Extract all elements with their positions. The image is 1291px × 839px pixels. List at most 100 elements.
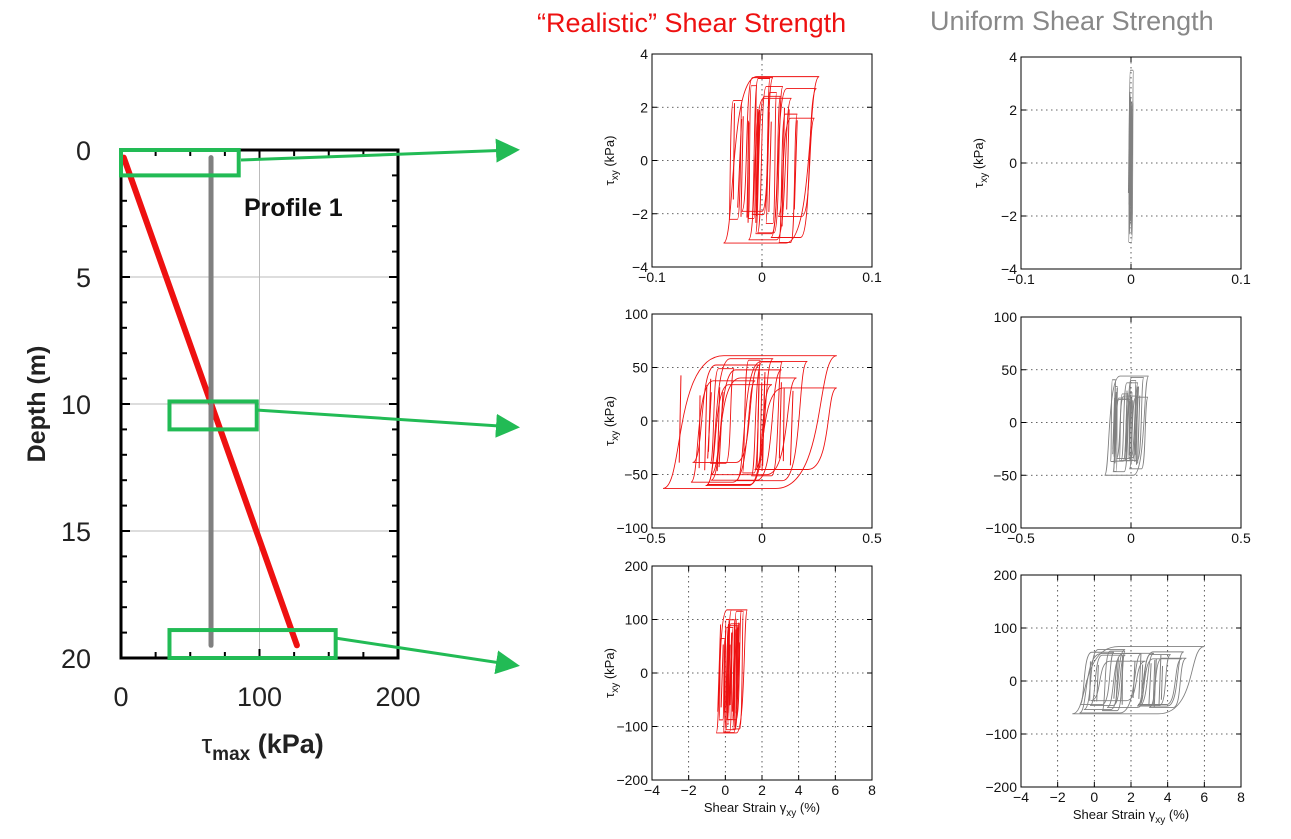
uniform-10m-loop-branch (1114, 388, 1118, 464)
profile-x-tick-label: 200 (375, 682, 420, 712)
realistic-10m-loop-branch (756, 372, 760, 468)
realistic-20m-x-tick-label: 0 (721, 782, 729, 798)
uniform-20m-y-tick-label: −200 (985, 779, 1017, 795)
profile-y-tick-label: 10 (61, 390, 91, 420)
uniform-20m-loop-branch (1158, 654, 1162, 706)
realistic-strength-title: “Realistic” Shear Strength (537, 8, 847, 38)
uniform-10m-panel: −0.5 0 0.5 −100 −50 0 50 100 (985, 309, 1250, 546)
uniform-20m-loop-branch (1138, 654, 1142, 699)
uniform-10m-loop-branch (1113, 391, 1117, 457)
realistic-20m-x-tick-label: −4 (644, 782, 660, 798)
uniform-20m-x-tick-label: 0 (1090, 789, 1098, 805)
uniform-10m-y-tick-label: 50 (1001, 362, 1017, 378)
realistic-10m-loop-branch (707, 378, 712, 452)
uniform-strength-title: Uniform Shear Strength (930, 6, 1214, 36)
realistic-20m-y-tick-label: 200 (625, 558, 649, 574)
profile-y-tick-label: 0 (76, 136, 91, 166)
tau-symbol: τ (202, 729, 213, 759)
profile-x-axis-label: τmax (kPa) (202, 729, 324, 765)
realistic-0m-y-tick-label: −4 (632, 259, 648, 275)
realistic-20m-y-axis-label: τxy (kPa) (602, 648, 621, 698)
uniform-0m-loops (1127, 69, 1134, 243)
realistic-0m-loop-branch (768, 121, 772, 212)
realistic-0m-hysteresis-loop (747, 85, 758, 220)
strain-label: Shear Strain γ (1073, 807, 1156, 822)
uniform-10m-loop-branch (1128, 398, 1132, 455)
uniform-0m-x-tick-label: 0 (1127, 271, 1135, 287)
profile-y-axis-label: Depth (m) (23, 346, 51, 463)
realistic-20m-x-tick-label: 2 (758, 782, 766, 798)
uniform-20m-hysteresis-loop (1079, 653, 1142, 714)
uniform-10m-x-tick-label: −0.5 (1007, 530, 1035, 546)
depth-profile-chart: 0 100 200 0 5 10 15 20 τmax (kPa) Depth (m) Profil… (23, 136, 421, 765)
uniform-10m-y-tick-label: −100 (985, 520, 1017, 536)
callout-arrow (334, 636, 520, 675)
uniform-0m-panel: −0.1 0 0.1 −4 −2 0 2 4 τxy (kPa) (971, 49, 1251, 287)
depth-callout-box (167, 399, 259, 432)
uniform-10m-hysteresis-loop (1104, 375, 1150, 476)
realistic-20m-x-tick-label: 4 (795, 782, 803, 798)
uniform-20m-loop-branch (1141, 664, 1144, 694)
uniform-10m-loop-branch (1137, 395, 1141, 464)
realistic-20m-loop-branch (723, 630, 727, 701)
realistic-20m-loop-branch (729, 632, 733, 706)
strain-unit: (%) (796, 800, 820, 815)
realistic-20m-x-axis-label: Shear Strain γxy (%) (704, 800, 820, 819)
uniform-20m-x-tick-label: 8 (1237, 789, 1245, 805)
realistic-0m-hysteresis-loop (778, 113, 798, 243)
realistic-0m-x-tick-label: 0 (758, 269, 766, 285)
uniform-0m-y-tick-label: 0 (1009, 155, 1017, 171)
realistic-0m-loop-branch (766, 112, 770, 197)
uniform-20m-y-tick-label: −100 (985, 726, 1017, 742)
uniform-20m-loops (1072, 646, 1205, 715)
realistic-0m-loop-branch (737, 119, 743, 208)
uniform-20m-loop-branch (1089, 661, 1091, 701)
realistic-10m-loop-branch (716, 387, 721, 472)
uniform-0m-y-tick-label: 4 (1009, 49, 1017, 65)
realistic-20m-hysteresis-loop (718, 637, 726, 721)
uniform-20m-x-axis-label: Shear Strain γxy (%) (1073, 807, 1189, 826)
realistic-10m-hysteresis-loop (710, 369, 782, 481)
realistic-10m-y-tick-label: 0 (640, 413, 648, 429)
uniform-20m-panel: −4 −2 0 2 4 6 8 −200 −100 0 100 200 Shear Strain γxy… (985, 567, 1245, 826)
tau-symbol: τ (602, 440, 617, 446)
uniform-20m-loop-branch (1096, 664, 1099, 702)
realistic-0m-loop-branch (732, 103, 736, 200)
realistic-0m-y-tick-label: 4 (640, 46, 648, 62)
realistic-10m-hysteresis-loop (754, 387, 838, 470)
uniform-20m-loop-branch (1132, 661, 1136, 698)
depth-callout-box (167, 628, 338, 660)
profile-y-tick-label: 20 (61, 644, 91, 674)
realistic-10m-loop-branch (761, 372, 766, 472)
realistic-0m-y-tick-label: 2 (640, 99, 648, 115)
uniform-20m-hysteresis-loop (1089, 654, 1126, 706)
uniform-20m-loop-branch (1148, 663, 1152, 706)
uniform-10m-y-tick-label: 0 (1009, 415, 1017, 431)
realistic-20m-loop-branch (736, 622, 740, 709)
gamma-subscript: xy (1155, 815, 1165, 826)
tau-unit: (kPa) (602, 396, 617, 431)
uniform-10m-loop-branch (1124, 392, 1128, 451)
tau-symbol: τ (602, 692, 617, 698)
uniform-10m-loops (1104, 375, 1150, 476)
realistic-10m-y-tick-label: −50 (624, 467, 648, 483)
realistic-0m-x-tick-label: 0.1 (862, 269, 882, 285)
realistic-0m-y-tick-label: −2 (632, 206, 648, 222)
uniform-0m-y-tick-label: −4 (1001, 261, 1017, 277)
realistic-0m-loops (723, 76, 820, 244)
realistic-0m-loop-branch (793, 120, 798, 210)
tau-symbol: τ (602, 179, 617, 185)
uniform-20m-loop-branch (1153, 658, 1157, 708)
uniform-10m-y-tick-label: −50 (993, 467, 1017, 483)
tau-unit: (kPa) (602, 136, 617, 171)
realistic-20m-loop-branch (732, 625, 735, 706)
uniform-20m-x-tick-label: −2 (1050, 789, 1066, 805)
uniform-0m-loop-branch (1128, 101, 1133, 202)
realistic-10m-loop-branch (718, 392, 724, 468)
realistic-0m-y-tick-label: 0 (640, 153, 648, 169)
tau-subscript: xy (610, 431, 621, 441)
uniform-0m-loop-branch (1127, 91, 1131, 193)
realistic-20m-loop-branch (727, 644, 731, 701)
profile-x-tick-label: 0 (113, 682, 128, 712)
